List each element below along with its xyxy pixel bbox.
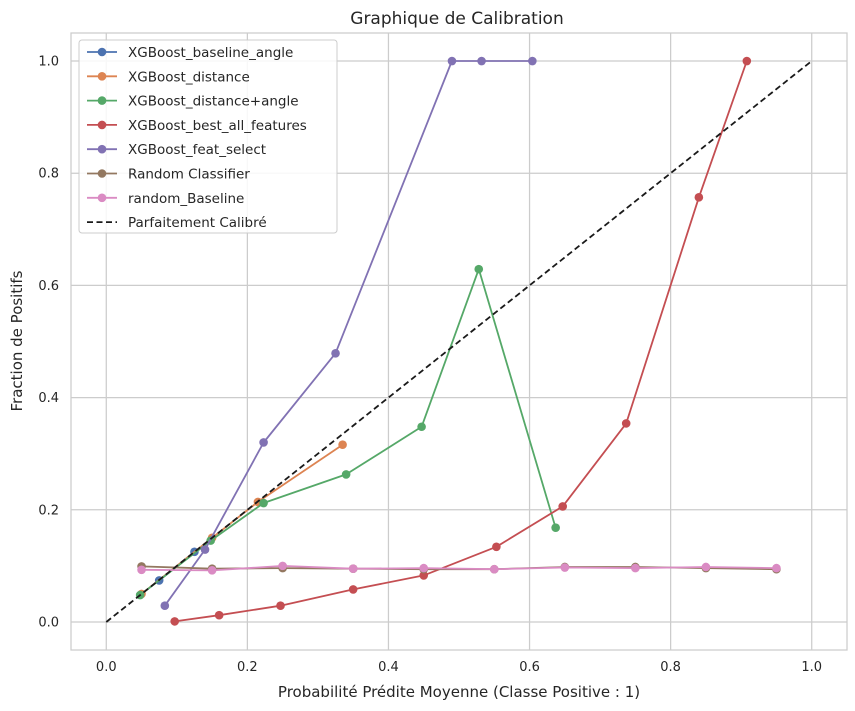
- data-point: [338, 440, 347, 450]
- data-point: [419, 563, 429, 573]
- series-line: [141, 565, 777, 572]
- legend-item: XGBoost_baseline_angle: [87, 45, 293, 61]
- y-tick-label: 0.2: [38, 503, 59, 518]
- x-tick-label: 0.4: [378, 660, 399, 675]
- legend-item: random_Baseline: [87, 191, 244, 207]
- data-point: [214, 610, 224, 620]
- data-point: [160, 601, 170, 610]
- legend-item: Random Classifier: [87, 167, 250, 183]
- legend-marker: [97, 47, 107, 57]
- x-tick-label: 0.6: [519, 660, 540, 675]
- legend-item: XGBoost_best_all_features: [87, 118, 307, 134]
- legend-label: XGBoost_baseline_angle: [128, 45, 293, 61]
- y-tick-label: 0.6: [38, 279, 59, 294]
- data-point: [170, 617, 180, 626]
- legend-marker: [97, 144, 107, 154]
- legend-item: XGBoost_distance+angle: [87, 94, 299, 110]
- y-tick-label: 1.0: [38, 55, 59, 70]
- data-point: [742, 56, 752, 66]
- y-tick-label: 0.8: [38, 167, 59, 182]
- series-xgboost-best-all-features: [170, 56, 752, 626]
- data-point: [207, 566, 217, 575]
- data-point: [331, 348, 340, 358]
- data-point: [474, 264, 484, 274]
- x-tick-label: 0.0: [96, 660, 117, 675]
- legend-marker: [97, 193, 107, 203]
- y-tick-label: 0.4: [38, 391, 59, 406]
- data-point: [348, 585, 358, 594]
- legend-item: XGBoost_distance: [87, 69, 250, 85]
- data-point: [631, 563, 640, 573]
- data-point: [137, 565, 146, 575]
- data-point: [621, 419, 631, 428]
- x-axis-label: Probabilité Prédite Moyenne (Classe Posi…: [278, 683, 640, 701]
- legend-marker: [97, 96, 107, 105]
- data-point: [278, 561, 287, 571]
- data-point: [528, 56, 537, 66]
- y-axis-label: Fraction de Positifs: [8, 270, 26, 411]
- data-point: [560, 563, 570, 572]
- x-tick-label: 0.2: [237, 660, 258, 675]
- series-layer: [105, 56, 813, 626]
- x-tick-label: 1.0: [801, 660, 822, 675]
- data-point: [419, 571, 429, 580]
- data-point: [558, 502, 568, 511]
- legend-item: Parfaitement Calibré: [87, 215, 267, 231]
- data-point: [200, 545, 210, 554]
- series-random-baseline: [137, 561, 781, 575]
- legend-label: XGBoost_feat_select: [128, 142, 266, 158]
- legend-label: XGBoost_distance: [128, 69, 250, 85]
- series-parfaitement-calibr: [105, 60, 813, 623]
- data-point: [489, 564, 499, 574]
- legend: XGBoost_baseline_angle XGBoost_distance XG…: [78, 39, 338, 234]
- legend-item: XGBoost_feat_select: [87, 142, 266, 158]
- data-point: [341, 470, 351, 479]
- data-point: [259, 438, 268, 447]
- legend-label: Parfaitement Calibré: [128, 215, 267, 231]
- data-point: [259, 498, 268, 508]
- series-line: [174, 60, 748, 623]
- series-line: [105, 60, 813, 623]
- data-point: [348, 564, 358, 573]
- legend-label: XGBoost_distance+angle: [128, 94, 299, 110]
- series-xgboost-feat-select: [160, 56, 537, 610]
- data-point: [417, 422, 426, 432]
- data-point: [492, 542, 501, 552]
- legend-marker: [97, 72, 107, 81]
- chart-title: Graphique de Calibration: [350, 9, 563, 29]
- legend-label: Random Classifier: [128, 167, 250, 183]
- legend-box: [78, 39, 338, 234]
- legend-label: random_Baseline: [128, 191, 244, 207]
- data-point: [694, 193, 704, 202]
- legend-label: XGBoost_best_all_features: [128, 118, 307, 134]
- data-point: [551, 523, 560, 533]
- legend-marker: [97, 169, 107, 178]
- data-point: [276, 601, 285, 610]
- data-point: [772, 563, 781, 573]
- data-point: [701, 562, 711, 572]
- legend-marker: [97, 120, 107, 130]
- y-tick-label: 0.0: [38, 615, 59, 630]
- x-tick-label: 0.8: [660, 660, 681, 675]
- tick-labels: 0.0 0.2 0.4 0.6 0.8 1.0 0.0 0.2 0.4 0.6 0.8 1.0: [38, 55, 822, 675]
- data-point: [477, 56, 486, 66]
- data-point: [447, 56, 457, 66]
